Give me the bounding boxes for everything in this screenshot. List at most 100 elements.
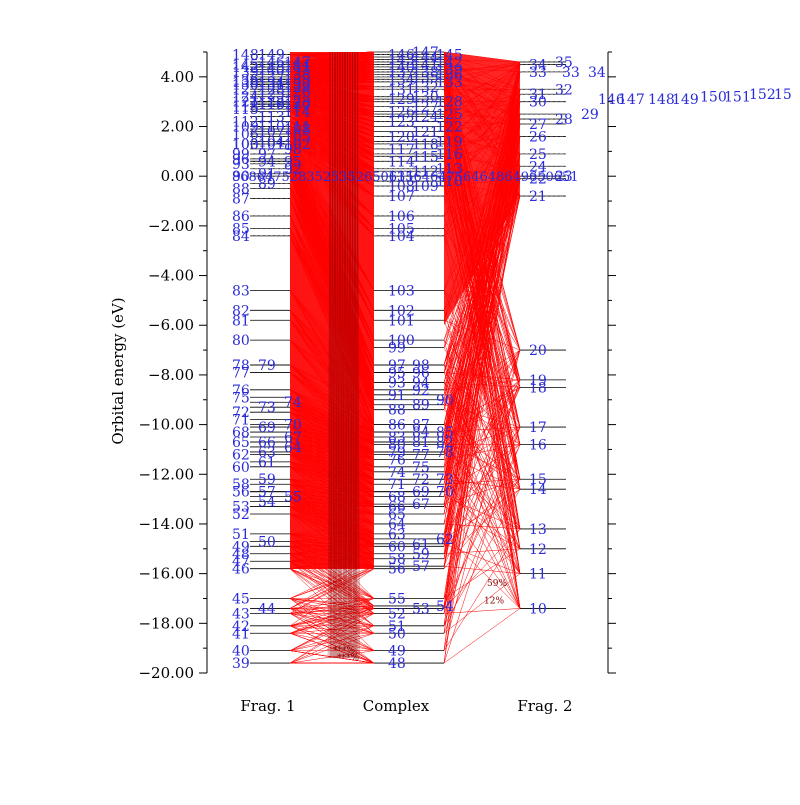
frag1-level-label: 101 bbox=[258, 137, 285, 153]
frag1-level-label: 147 bbox=[284, 55, 311, 71]
frag1-level-label: 48 bbox=[232, 547, 250, 563]
complex-level-label: 140 bbox=[388, 60, 415, 76]
frag1-level-label: 64 bbox=[284, 440, 302, 456]
connector-complex-frag2 bbox=[443, 471, 521, 609]
connector-complex-frag2 bbox=[443, 565, 521, 574]
frag1-level-label: 77 bbox=[232, 365, 250, 381]
frag2-level-label: 33 bbox=[529, 65, 547, 81]
frag1-level-label: 105 bbox=[284, 129, 311, 145]
connector-complex-frag2 bbox=[443, 379, 521, 443]
complex-level-label: 133 bbox=[436, 75, 463, 91]
connector-streak bbox=[354, 51, 357, 659]
complex-level-label: 132 bbox=[412, 80, 439, 96]
y-tick-label: −16.00 bbox=[138, 565, 194, 583]
frag2-level-label: 32 bbox=[555, 82, 573, 98]
complex-level-label: 106 bbox=[388, 209, 415, 225]
frag1-level-label: 40 bbox=[232, 644, 250, 660]
connector-complex-frag2 bbox=[443, 340, 521, 609]
connector-streak bbox=[349, 51, 353, 659]
connector-complex-frag2 bbox=[443, 548, 521, 555]
connector-frag1-complex bbox=[289, 568, 375, 614]
frag1-level-label: 82 bbox=[232, 303, 250, 319]
frag1-level-label: 119 bbox=[258, 97, 285, 113]
connector-streak bbox=[336, 51, 338, 659]
frag1-level-label: 128 bbox=[258, 82, 285, 98]
complex-level-label: 69 bbox=[412, 485, 430, 501]
connector-complex-frag2 bbox=[443, 387, 521, 480]
frag1-level-label: 89 bbox=[258, 177, 276, 193]
frag2-level-label: 21 bbox=[529, 189, 547, 205]
complex-level-label: 101 bbox=[388, 313, 415, 329]
y-tick-label: −18.00 bbox=[138, 614, 194, 632]
connector-streak bbox=[341, 51, 343, 659]
complex-level-label: 88 bbox=[388, 403, 406, 419]
complex-level-label: 74 bbox=[388, 465, 406, 481]
frag1-level-label: 90 bbox=[232, 169, 250, 185]
complex-level-label: 71 bbox=[388, 477, 406, 493]
complex-level-label: 65 bbox=[388, 507, 406, 523]
contribution-label: 59% bbox=[487, 579, 507, 589]
frag1-level-label: 140 bbox=[258, 62, 285, 78]
frag1-level-label: 71 bbox=[232, 413, 250, 429]
frag1-level-label: 79 bbox=[258, 358, 276, 374]
y-tick-label: −8.00 bbox=[148, 366, 194, 384]
connector-complex-frag2 bbox=[443, 608, 521, 614]
complex-level-label: 144 bbox=[412, 50, 439, 66]
connector-complex-frag2 bbox=[443, 387, 521, 425]
complex-level-label: 99 bbox=[388, 341, 406, 357]
complex-level-label: 87 bbox=[412, 418, 430, 434]
frag1-level-label: 78 bbox=[232, 358, 250, 374]
complex-level-label: 95 bbox=[388, 365, 406, 381]
complex-level-label: 78 bbox=[436, 445, 454, 461]
frag2-level-label: 22 bbox=[529, 172, 547, 188]
complex-level-label: 96 bbox=[412, 365, 430, 381]
connector-frag1-complex bbox=[289, 561, 375, 627]
connector-complex-frag2 bbox=[443, 379, 521, 599]
frag1-level-label: 80 bbox=[232, 333, 250, 349]
frag1-level-label: 135 bbox=[284, 72, 311, 88]
connector-streak bbox=[329, 51, 332, 659]
frag1-level-label: 46 bbox=[232, 562, 250, 578]
complex-level-label: 116 bbox=[436, 147, 463, 163]
complex-level-label: 76 bbox=[388, 452, 406, 468]
connector-streak bbox=[350, 51, 353, 659]
frag2-extra-label: 148 bbox=[648, 92, 675, 108]
complex-level-label: 82 bbox=[436, 435, 454, 451]
frag1-level-label: 70 bbox=[284, 418, 302, 434]
complex-level-label: 86 bbox=[388, 418, 406, 434]
complex-level-label: 83 bbox=[388, 430, 406, 446]
connector-streak bbox=[337, 51, 341, 659]
frag2-extra-label: 152 bbox=[749, 87, 776, 103]
y-axis-right bbox=[607, 51, 616, 674]
frag1-level-label: 111 bbox=[284, 120, 311, 136]
frag1-level-label: 110 bbox=[258, 120, 285, 136]
complex-level-label: 54 bbox=[436, 599, 454, 615]
frag1-level-label: 49 bbox=[232, 539, 250, 555]
complex-level-label: 52 bbox=[388, 606, 406, 622]
y-tick-label: −20.00 bbox=[138, 664, 194, 682]
connector-frag1-complex bbox=[289, 568, 375, 609]
complex-level-label: 58 bbox=[388, 552, 406, 568]
complex-level-label: 127 bbox=[412, 100, 439, 116]
complex-level-label: 72 bbox=[412, 472, 430, 488]
row-label: 64 bbox=[414, 170, 431, 185]
complex-level-label: 131 bbox=[388, 82, 415, 98]
frag1-level-label: 106 bbox=[232, 127, 259, 143]
frag1-level-label: 47 bbox=[232, 554, 250, 570]
frag1-level-label: 62 bbox=[232, 447, 250, 463]
complex-level-label: 98 bbox=[412, 358, 430, 374]
connector-complex-frag2 bbox=[443, 379, 521, 507]
frag1-level-label: 45 bbox=[232, 591, 250, 607]
complex-level-label: 134 bbox=[388, 72, 415, 88]
complex-level-label: 100 bbox=[388, 333, 415, 349]
connector-frag1-complex bbox=[289, 561, 375, 614]
frag1-level-label: 97 bbox=[258, 147, 276, 163]
frag1-level-label: 112 bbox=[232, 115, 259, 131]
connector-complex-frag2 bbox=[443, 533, 521, 609]
frag1-level-label: 91 bbox=[258, 167, 276, 183]
frag1-level-label: 122 bbox=[258, 95, 285, 111]
connector-complex-frag2 bbox=[443, 426, 521, 535]
frag2-level-label: 16 bbox=[529, 437, 547, 453]
frag1-level-label: 81 bbox=[232, 313, 250, 329]
